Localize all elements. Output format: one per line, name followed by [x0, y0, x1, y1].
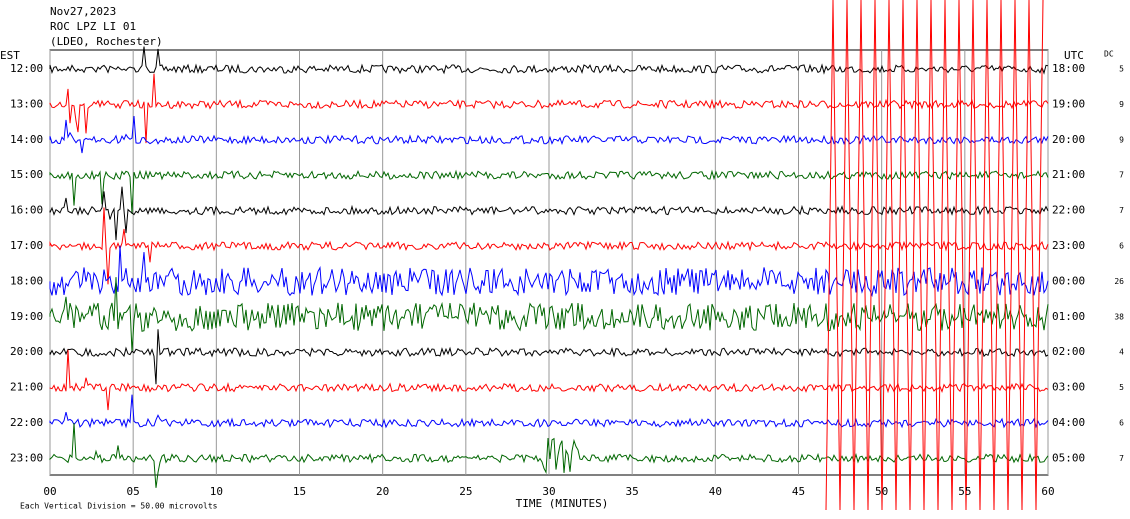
- dc-value: 7: [1119, 206, 1124, 215]
- trace: [49, 73, 1049, 144]
- utc-time: 02:00: [1052, 345, 1085, 358]
- x-tick-label: 25: [459, 485, 472, 498]
- dc-value: 5: [1119, 65, 1124, 74]
- utc-time: 21:00: [1052, 168, 1085, 181]
- utc-time: 01:00: [1052, 310, 1085, 323]
- grid: [49, 50, 1049, 475]
- trace: [49, 207, 1049, 285]
- x-tick-label: 20: [376, 485, 389, 498]
- x-tick-label: 05: [127, 485, 140, 498]
- utc-time: 03:00: [1052, 381, 1085, 394]
- trace: [49, 394, 1049, 429]
- dc-value: 6: [1119, 419, 1124, 428]
- dc-value: 6: [1119, 242, 1124, 251]
- trace: [49, 186, 1049, 241]
- x-tick-label: 45: [792, 485, 805, 498]
- dc-value: 9: [1119, 135, 1124, 144]
- trace: [49, 329, 1049, 385]
- utc-time: 23:00: [1052, 239, 1085, 252]
- station: ROC LPZ LI 01: [50, 20, 136, 33]
- trace: [49, 277, 1049, 353]
- dc-value: 26: [1114, 277, 1124, 286]
- labels: Nov27,2023 ROC LPZ LI 01 (LDEO, Rocheste…: [0, 5, 1124, 511]
- est-time: 20:00: [10, 345, 43, 358]
- x-tick-label: 35: [626, 485, 639, 498]
- est-time: 23:00: [10, 451, 43, 464]
- utc-time: 18:00: [1052, 62, 1085, 75]
- x-tick-label: 55: [958, 485, 971, 498]
- dc-value: 7: [1119, 171, 1124, 180]
- est-time: 12:00: [10, 62, 43, 75]
- dc-value: 9: [1119, 100, 1124, 109]
- traces: [49, 0, 1049, 511]
- x-tick-label: 10: [210, 485, 223, 498]
- dc-value: 4: [1119, 348, 1124, 357]
- trace: [49, 169, 1049, 215]
- x-tick-label: 40: [709, 485, 722, 498]
- x-tick-label: 00: [43, 485, 56, 498]
- dc-value: 5: [1119, 383, 1124, 392]
- network: (LDEO, Rochester): [50, 35, 163, 48]
- utc-label: UTC: [1064, 49, 1084, 62]
- est-label: EST: [0, 49, 20, 62]
- trace: [49, 115, 1049, 154]
- est-time: 15:00: [10, 168, 43, 181]
- utc-time: 05:00: [1052, 451, 1085, 464]
- x-axis-label: TIME (MINUTES): [516, 497, 609, 510]
- dc-value: 38: [1114, 312, 1124, 321]
- x-tick-label: 30: [542, 485, 555, 498]
- est-time: 13:00: [10, 97, 43, 110]
- est-time: 16:00: [10, 204, 43, 217]
- date: Nov27,2023: [50, 5, 116, 18]
- est-time: 18:00: [10, 274, 43, 287]
- x-tick-label: 15: [293, 485, 306, 498]
- x-tick-label: 60: [1041, 485, 1054, 498]
- trace: [49, 245, 1049, 298]
- utc-time: 20:00: [1052, 133, 1085, 146]
- est-time: 17:00: [10, 239, 43, 252]
- est-time: 19:00: [10, 310, 43, 323]
- utc-time: 00:00: [1052, 274, 1085, 287]
- x-tick-label: 50: [875, 485, 888, 498]
- dc-value: 7: [1119, 454, 1124, 463]
- utc-time: 04:00: [1052, 416, 1085, 429]
- utc-time: 22:00: [1052, 204, 1085, 217]
- est-time: 22:00: [10, 416, 43, 429]
- trace: [49, 349, 1049, 411]
- trace-burst: [825, 0, 1044, 511]
- utc-time: 19:00: [1052, 97, 1085, 110]
- est-time: 21:00: [10, 381, 43, 394]
- est-time: 14:00: [10, 133, 43, 146]
- footer: Each Vertical Division = 50.00 microvolt…: [20, 502, 218, 511]
- trace: [49, 46, 1049, 75]
- dc-label: DC: [1104, 50, 1114, 59]
